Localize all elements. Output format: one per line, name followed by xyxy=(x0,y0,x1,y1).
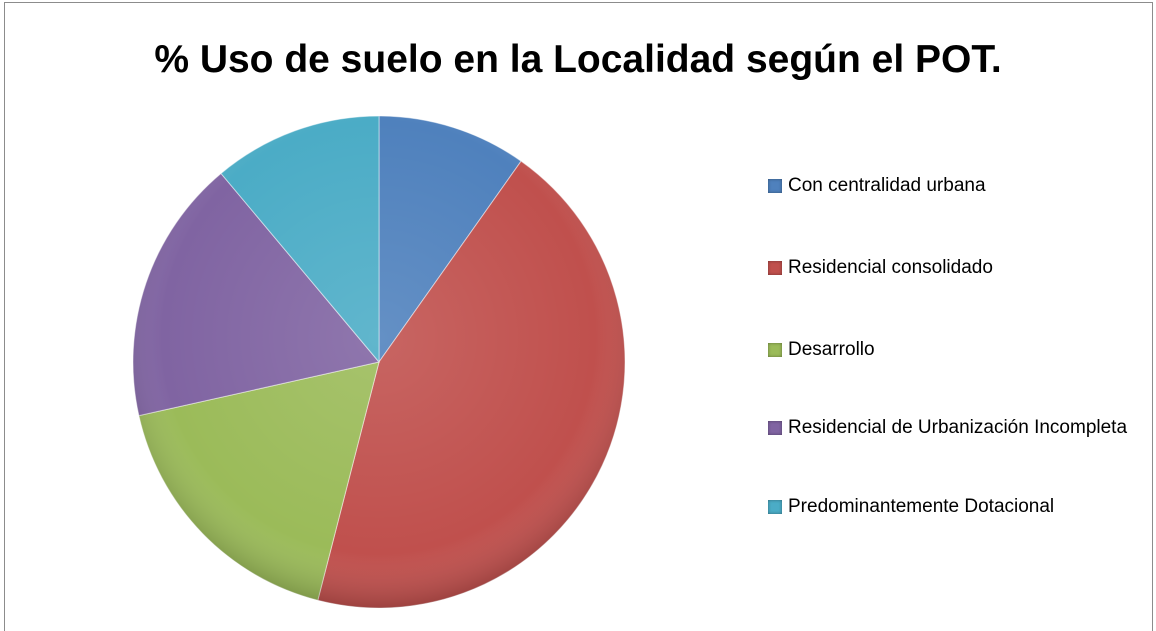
legend-label: Residencial de Urbanización Incompleta xyxy=(788,417,1128,438)
legend-item: Predominantemente Dotacional xyxy=(768,491,1138,523)
legend-item: Residencial de Urbanización Incompleta xyxy=(768,412,1138,444)
legend-swatch xyxy=(768,500,782,514)
legend-item: Con centralidad urbana xyxy=(768,170,1138,202)
legend-label: Predominantemente Dotacional xyxy=(788,496,1055,517)
legend-item: Residencial consolidado xyxy=(768,252,1138,284)
chart-frame xyxy=(4,2,1153,631)
chart-title: % Uso de suelo en la Localidad según el … xyxy=(154,38,1002,81)
legend-label: Con centralidad urbana xyxy=(788,175,986,196)
legend-swatch xyxy=(768,421,782,435)
legend-item: Desarrollo xyxy=(768,334,1138,366)
legend-label: Residencial consolidado xyxy=(788,257,993,278)
legend-swatch xyxy=(768,343,782,357)
legend-swatch xyxy=(768,179,782,193)
legend-swatch xyxy=(768,261,782,275)
legend-label: Desarrollo xyxy=(788,339,875,360)
